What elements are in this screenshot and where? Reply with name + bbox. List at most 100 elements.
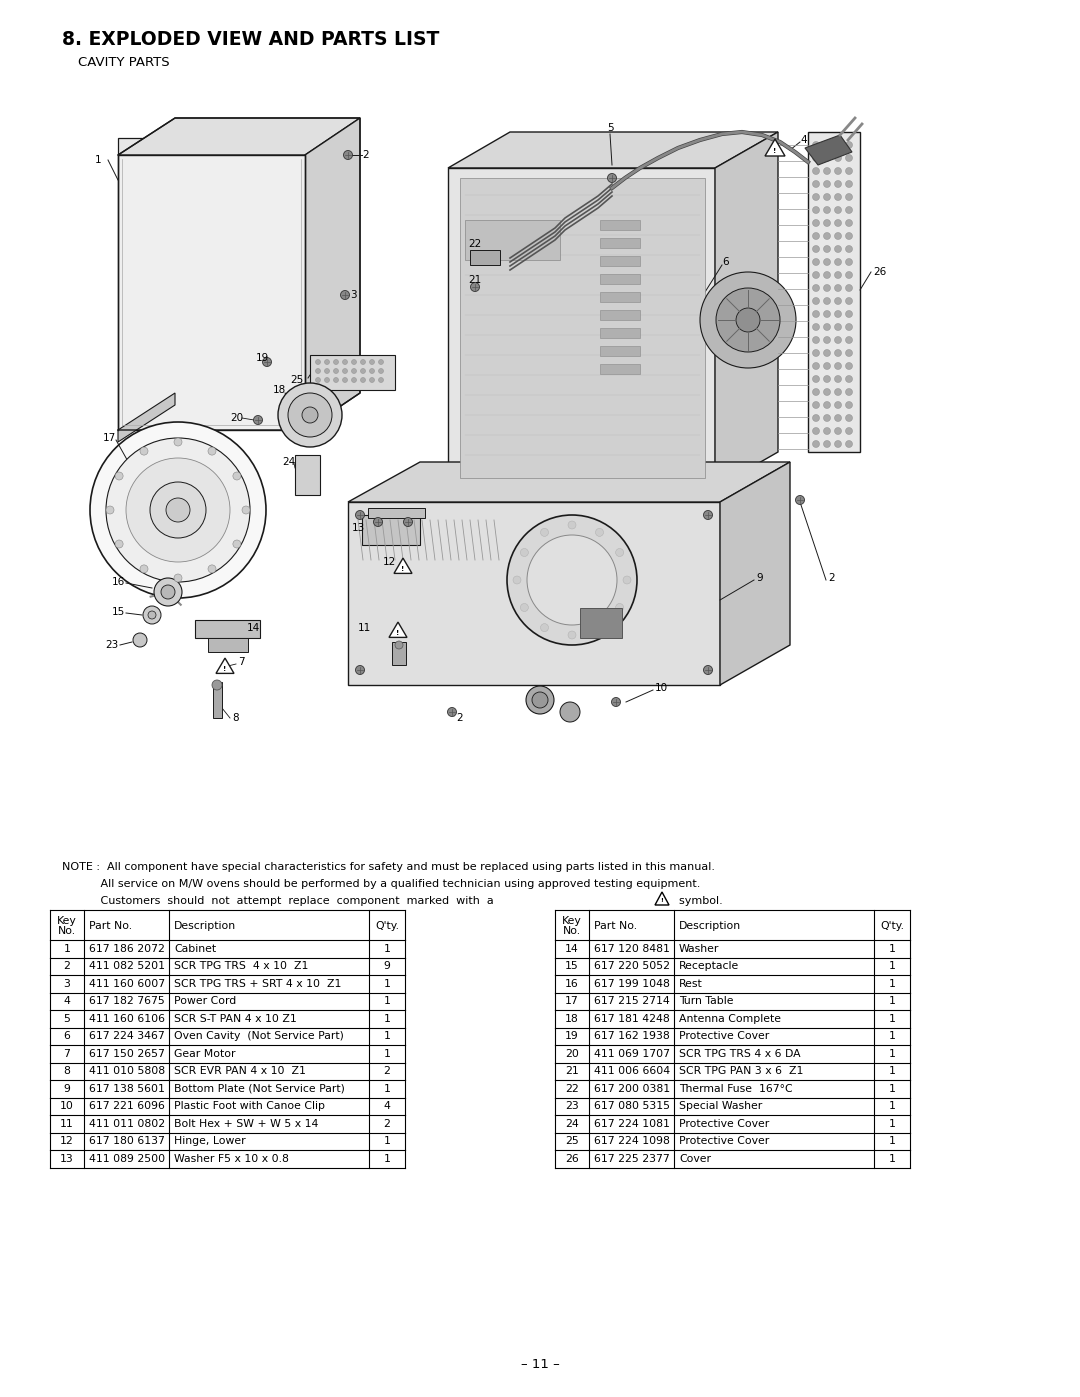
Text: 617 199 1048: 617 199 1048 <box>594 979 670 989</box>
Text: 1: 1 <box>383 1154 391 1164</box>
Circle shape <box>846 298 852 305</box>
Text: 411 082 5201: 411 082 5201 <box>89 961 165 971</box>
Text: No.: No. <box>563 926 581 936</box>
Circle shape <box>161 585 175 599</box>
Circle shape <box>513 576 521 584</box>
Circle shape <box>846 401 852 408</box>
Circle shape <box>824 285 831 292</box>
Circle shape <box>315 369 321 373</box>
Text: 1: 1 <box>889 1084 895 1094</box>
Text: 411 010 5808: 411 010 5808 <box>89 1066 165 1076</box>
Text: 8. EXPLODED VIEW AND PARTS LIST: 8. EXPLODED VIEW AND PARTS LIST <box>62 29 440 49</box>
Text: 15: 15 <box>565 961 579 971</box>
Text: Turn Table: Turn Table <box>679 996 733 1006</box>
Circle shape <box>824 440 831 447</box>
Circle shape <box>824 324 831 331</box>
Polygon shape <box>295 455 320 495</box>
Circle shape <box>208 564 216 573</box>
Circle shape <box>703 510 713 520</box>
Text: 3: 3 <box>350 291 356 300</box>
Text: Gear Motor: Gear Motor <box>174 1049 235 1059</box>
Circle shape <box>835 232 841 239</box>
Circle shape <box>846 285 852 292</box>
Text: Power Cord: Power Cord <box>174 996 237 1006</box>
Polygon shape <box>310 355 395 390</box>
Text: 1: 1 <box>383 1084 391 1094</box>
Text: 20: 20 <box>230 414 243 423</box>
Circle shape <box>835 271 841 278</box>
Polygon shape <box>394 557 411 573</box>
Circle shape <box>324 359 329 365</box>
Polygon shape <box>600 310 640 320</box>
Circle shape <box>835 285 841 292</box>
Circle shape <box>616 549 623 556</box>
Circle shape <box>812 271 820 278</box>
Text: 16: 16 <box>565 979 579 989</box>
Circle shape <box>507 515 637 645</box>
Polygon shape <box>213 682 222 718</box>
Text: 617 224 3467: 617 224 3467 <box>89 1031 165 1041</box>
Text: 24: 24 <box>282 457 295 467</box>
Text: Key: Key <box>57 916 77 926</box>
Circle shape <box>106 506 114 514</box>
Text: 15: 15 <box>112 608 125 617</box>
Circle shape <box>835 246 841 253</box>
Text: 11: 11 <box>357 623 372 633</box>
Circle shape <box>233 541 241 548</box>
Text: 617 180 6137: 617 180 6137 <box>89 1136 165 1147</box>
Text: 4: 4 <box>64 996 70 1006</box>
Circle shape <box>812 362 820 369</box>
Text: Oven Cavity  (Not Service Part): Oven Cavity (Not Service Part) <box>174 1031 343 1041</box>
Circle shape <box>835 207 841 214</box>
Text: 4: 4 <box>800 136 807 145</box>
Polygon shape <box>600 328 640 338</box>
Circle shape <box>835 258 841 265</box>
Circle shape <box>846 155 852 162</box>
Text: 7: 7 <box>238 657 245 666</box>
Text: 617 220 5052: 617 220 5052 <box>594 961 670 971</box>
Circle shape <box>846 427 852 434</box>
Text: 2: 2 <box>383 1119 391 1129</box>
Text: SCR TPG TRS + SRT 4 x 10  Z1: SCR TPG TRS + SRT 4 x 10 Z1 <box>174 979 341 989</box>
Circle shape <box>351 369 356 373</box>
Text: 8: 8 <box>64 1066 70 1076</box>
Text: 23: 23 <box>105 640 118 650</box>
Circle shape <box>846 246 852 253</box>
Text: Protective Cover: Protective Cover <box>679 1119 769 1129</box>
Circle shape <box>527 535 617 624</box>
Polygon shape <box>765 138 785 156</box>
Text: 617 215 2714: 617 215 2714 <box>594 996 670 1006</box>
Text: Bottom Plate (Not Service Part): Bottom Plate (Not Service Part) <box>174 1084 345 1094</box>
Circle shape <box>623 576 631 584</box>
Circle shape <box>143 606 161 624</box>
Circle shape <box>324 377 329 383</box>
Text: 1: 1 <box>383 1031 391 1041</box>
Circle shape <box>212 680 222 690</box>
Polygon shape <box>600 274 640 284</box>
Circle shape <box>846 324 852 331</box>
Text: 22: 22 <box>565 1084 579 1094</box>
Circle shape <box>242 506 249 514</box>
Circle shape <box>812 440 820 447</box>
Circle shape <box>116 472 123 481</box>
Text: 18: 18 <box>565 1014 579 1024</box>
Text: Key: Key <box>562 916 582 926</box>
Text: 617 225 2377: 617 225 2377 <box>594 1154 670 1164</box>
Text: 411 089 2500: 411 089 2500 <box>89 1154 165 1164</box>
Circle shape <box>835 219 841 226</box>
Circle shape <box>343 151 352 159</box>
Polygon shape <box>600 237 640 249</box>
Circle shape <box>716 288 780 352</box>
Polygon shape <box>448 131 778 168</box>
Circle shape <box>404 517 413 527</box>
Text: 1: 1 <box>889 996 895 1006</box>
Circle shape <box>288 393 332 437</box>
Text: Part No.: Part No. <box>89 921 132 930</box>
Text: 2: 2 <box>456 712 462 724</box>
Circle shape <box>395 641 403 650</box>
Circle shape <box>812 349 820 356</box>
Text: 17: 17 <box>565 996 579 1006</box>
Text: 411 069 1707: 411 069 1707 <box>594 1049 670 1059</box>
Polygon shape <box>348 502 720 685</box>
Circle shape <box>835 440 841 447</box>
